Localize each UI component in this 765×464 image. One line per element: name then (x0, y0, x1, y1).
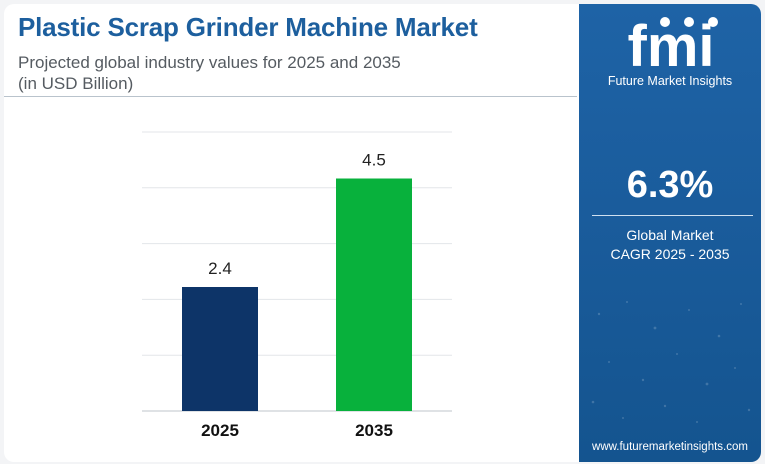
brand-name: Future Market Insights (607, 74, 733, 88)
decorative-dots-pattern (591, 301, 751, 423)
bar-2035 (336, 178, 412, 411)
data-label-2035: 4.5 (362, 151, 386, 170)
bar-2025 (182, 287, 258, 411)
cagr-label: Global Market CAGR 2025 - 2035 (579, 226, 761, 264)
logo-globe-icon (708, 17, 718, 27)
website-url: www.futuremarketinsights.com (592, 441, 748, 453)
x-tick-label-2025: 2025 (201, 421, 239, 440)
x-tick-label-2035: 2035 (355, 421, 393, 440)
subtitle-line-2: (in USD Billion) (18, 74, 134, 93)
data-label-2025: 2.4 (208, 259, 232, 278)
cagr-label-line-1: Global Market (626, 227, 714, 243)
subtitle-line-1: Projected global industry values for 202… (18, 53, 401, 72)
page-subtitle: Projected global industry values for 202… (18, 52, 538, 94)
title-divider (4, 96, 577, 97)
cagr-label-line-2: CAGR 2025 - 2035 (610, 246, 730, 262)
fmi-logo: fmi (628, 14, 718, 78)
bar-chart: 2.4 2025 4.5 2035 (142, 131, 452, 440)
side-panel: fmi Future Market Insights 6.3% Global M… (579, 4, 761, 462)
logo-chart-icon (684, 17, 694, 27)
logo-person-icon (660, 17, 670, 27)
cagr-divider (592, 215, 753, 216)
fmi-logo-text: fmi (628, 14, 715, 78)
chart-card: Plastic Scrap Grinder Machine Market Pro… (4, 4, 761, 462)
page-title: Plastic Scrap Grinder Machine Market (18, 12, 478, 42)
cagr-value: 6.3% (626, 164, 714, 206)
